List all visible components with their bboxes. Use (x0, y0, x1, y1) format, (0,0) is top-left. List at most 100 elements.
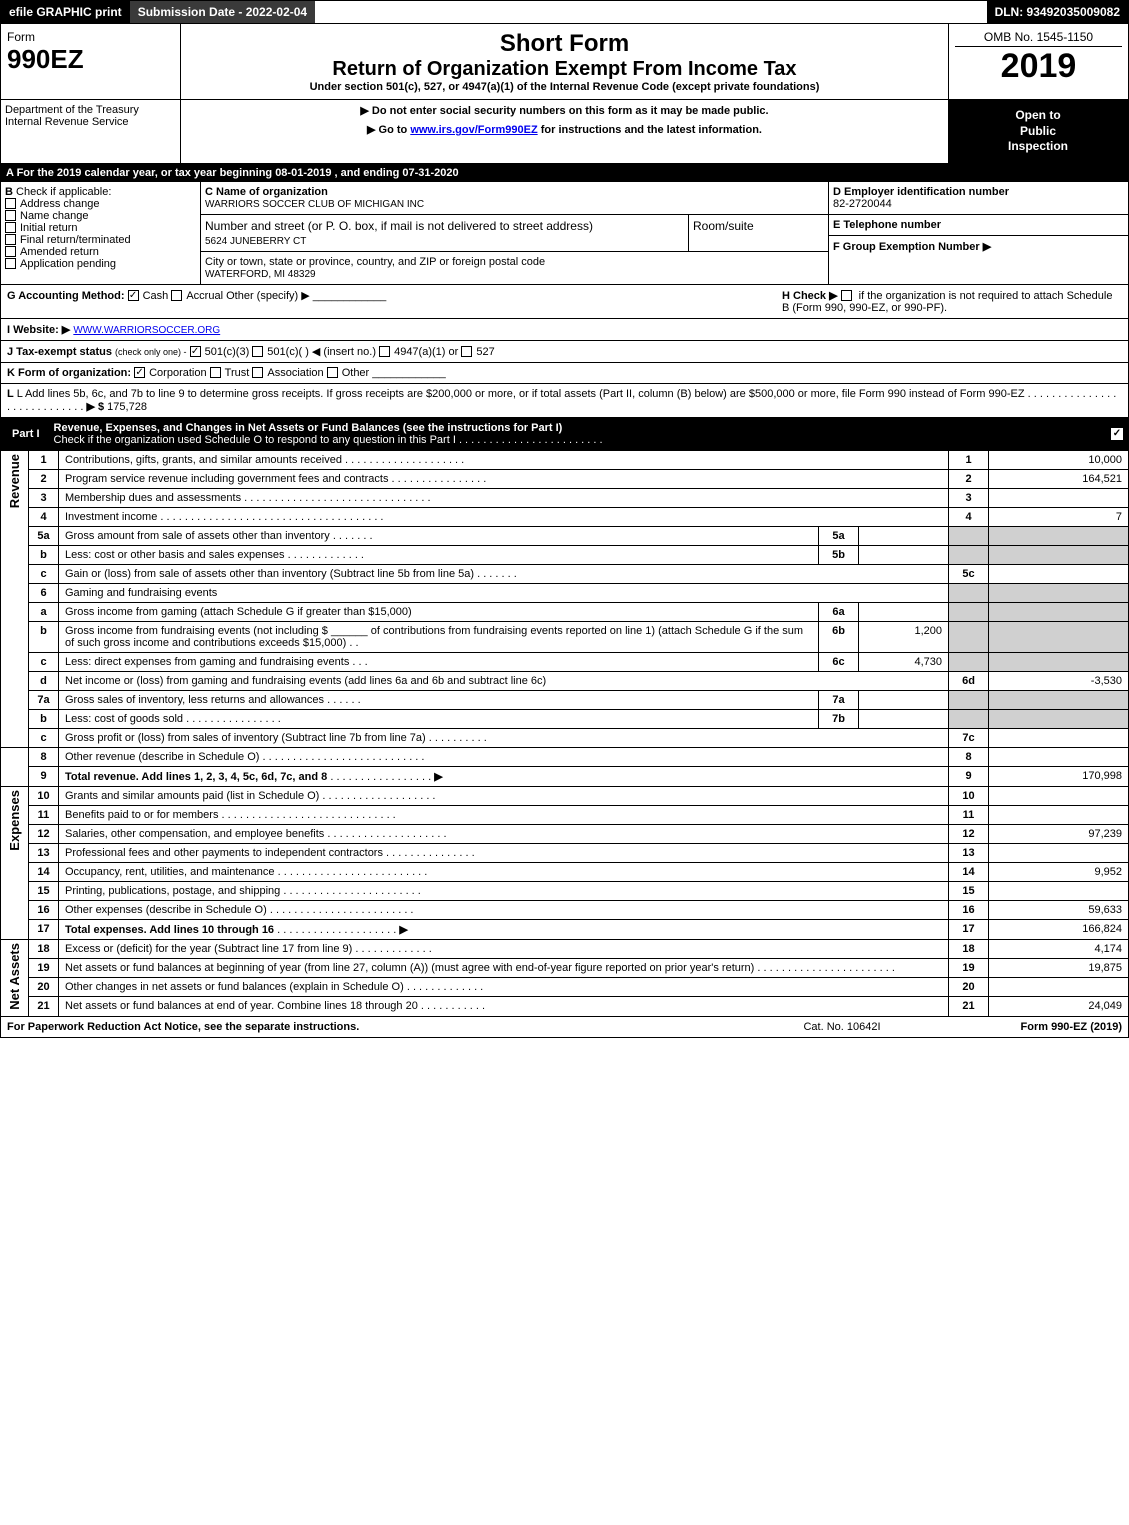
table-row: 3 Membership dues and assessments . . . … (1, 488, 1129, 507)
website-line: I Website: ▶ WWW.WARRIORSOCCER.ORG (0, 319, 1129, 341)
shade-cell (949, 526, 989, 545)
checkbox-trust[interactable] (210, 367, 221, 378)
line-desc: Investment income . . . . . . . . . . . … (59, 507, 949, 526)
dln: DLN: 93492035009082 (987, 1, 1128, 23)
sub-value (859, 690, 949, 709)
line-ref: 3 (949, 488, 989, 507)
shade-cell (949, 621, 989, 652)
sub-value: 1,200 (859, 621, 949, 652)
opt-name-change: Name change (20, 210, 89, 222)
org-name: WARRIORS SOCCER CLUB OF MICHIGAN INC (205, 199, 424, 210)
f-label: F Group Exemption Number (833, 241, 980, 253)
checkbox-association[interactable] (252, 367, 263, 378)
checkbox-corporation[interactable] (134, 367, 145, 378)
checkbox-cash[interactable] (128, 290, 139, 301)
checkbox-schedule-o[interactable]: ✓ (1111, 428, 1123, 440)
line-desc: Other changes in net assets or fund bala… (59, 978, 949, 997)
part-1-checkdots: . . . . . . . . . . . . . . . . . . . . … (459, 434, 603, 446)
line-num: 13 (29, 843, 59, 862)
checkbox-accrual[interactable] (171, 290, 182, 301)
checkbox-schedule-b[interactable] (841, 290, 852, 301)
checkbox-application-pending[interactable] (5, 258, 16, 269)
line-num: 6 (29, 583, 59, 602)
table-row: 2 Program service revenue including gove… (1, 469, 1129, 488)
line-desc: Net assets or fund balances at end of ye… (59, 997, 949, 1016)
line-num: 18 (29, 939, 59, 958)
section-b: B Check if applicable: Address change Na… (1, 182, 201, 284)
shade-cell (989, 602, 1129, 621)
table-row: 13 Professional fees and other payments … (1, 843, 1129, 862)
line-desc: Professional fees and other payments to … (59, 843, 949, 862)
shade-cell (949, 545, 989, 564)
checkbox-501c3[interactable] (190, 346, 201, 357)
irs-link[interactable]: www.irs.gov/Form990EZ (410, 124, 537, 136)
line-desc: Gross profit or (loss) from sales of inv… (59, 728, 949, 747)
table-row: 7a Gross sales of inventory, less return… (1, 690, 1129, 709)
line-num: c (29, 652, 59, 671)
line-num: 21 (29, 997, 59, 1016)
sub-value (859, 545, 949, 564)
shade-cell (989, 583, 1129, 602)
website-link[interactable]: WWW.WARRIORSOCCER.ORG (73, 325, 220, 336)
line-desc: Membership dues and assessments . . . . … (59, 488, 949, 507)
line-ref: 1 (949, 450, 989, 469)
shade-cell (989, 690, 1129, 709)
table-row: 6 Gaming and fundraising events (1, 583, 1129, 602)
l-arrow: ▶ $ (86, 401, 104, 413)
line-desc: Gross income from fundraising events (no… (59, 621, 819, 652)
street-row: Number and street (or P. O. box, if mail… (201, 215, 828, 252)
k-assoc: Association (267, 367, 323, 379)
sub-ref: 5b (819, 545, 859, 564)
line-desc: Total revenue. Add lines 1, 2, 3, 4, 5c,… (59, 766, 949, 786)
period-bar: A For the 2019 calendar year, or tax yea… (0, 164, 1129, 182)
form-number: 990EZ (7, 44, 174, 75)
phone-cell: E Telephone number (829, 215, 1128, 236)
line-desc: Excess or (deficit) for the year (Subtra… (59, 939, 949, 958)
checkbox-4947[interactable] (379, 346, 390, 357)
checkbox-initial-return[interactable] (5, 222, 16, 233)
line-num: d (29, 671, 59, 690)
line-ref: 18 (949, 939, 989, 958)
line-desc: Gross amount from sale of assets other t… (59, 526, 819, 545)
line-ref: 13 (949, 843, 989, 862)
part-1-title-text: Revenue, Expenses, and Changes in Net As… (54, 422, 563, 434)
checkbox-amended-return[interactable] (5, 246, 16, 257)
checkbox-527[interactable] (461, 346, 472, 357)
checkbox-501c[interactable] (252, 346, 263, 357)
line-num: 20 (29, 978, 59, 997)
shade-cell (989, 652, 1129, 671)
checkbox-name-change[interactable] (5, 210, 16, 221)
line-num: b (29, 621, 59, 652)
line-amount: 9,952 (989, 862, 1129, 881)
omb-number: OMB No. 1545-1150 (955, 30, 1122, 47)
checkbox-address-change[interactable] (5, 198, 16, 209)
table-row: b Less: cost or other basis and sales ex… (1, 545, 1129, 564)
checkbox-other-org[interactable] (327, 367, 338, 378)
line-desc: Benefits paid to or for members . . . . … (59, 805, 949, 824)
omb-year-box: OMB No. 1545-1150 2019 (948, 24, 1128, 99)
table-row: 8 Other revenue (describe in Schedule O)… (1, 747, 1129, 766)
checkbox-final-return[interactable] (5, 234, 16, 245)
revenue-expense-table: Revenue 1 Contributions, gifts, grants, … (0, 450, 1129, 1017)
form-title-box: Short Form Return of Organization Exempt… (181, 24, 948, 99)
table-row: 20 Other changes in net assets or fund b… (1, 978, 1129, 997)
footer-right: Form 990-EZ (2019) (942, 1021, 1122, 1033)
efile-print-link[interactable]: efile GRAPHIC print (1, 1, 130, 23)
line-num: b (29, 709, 59, 728)
line-num: c (29, 728, 59, 747)
shade-cell (949, 602, 989, 621)
goto-instructions: ▶ Go to www.irs.gov/Form990EZ for instru… (189, 123, 940, 136)
org-name-cell: C Name of organization WARRIORS SOCCER C… (201, 182, 828, 215)
inspection-line3: Inspection (956, 139, 1120, 155)
line-desc: Other revenue (describe in Schedule O) .… (59, 747, 949, 766)
opt-amended-return: Amended return (20, 246, 99, 258)
submission-date: Submission Date - 2022-02-04 (130, 1, 315, 23)
line-desc: Other expenses (describe in Schedule O) … (59, 900, 949, 919)
line-amount: -3,530 (989, 671, 1129, 690)
revenue-side-continued (1, 747, 29, 786)
return-title: Return of Organization Exempt From Incom… (187, 58, 942, 81)
shade-cell (989, 621, 1129, 652)
table-row: d Net income or (loss) from gaming and f… (1, 671, 1129, 690)
expenses-side-label: Expenses (1, 786, 29, 939)
form-header: Form 990EZ Short Form Return of Organiza… (0, 24, 1129, 100)
